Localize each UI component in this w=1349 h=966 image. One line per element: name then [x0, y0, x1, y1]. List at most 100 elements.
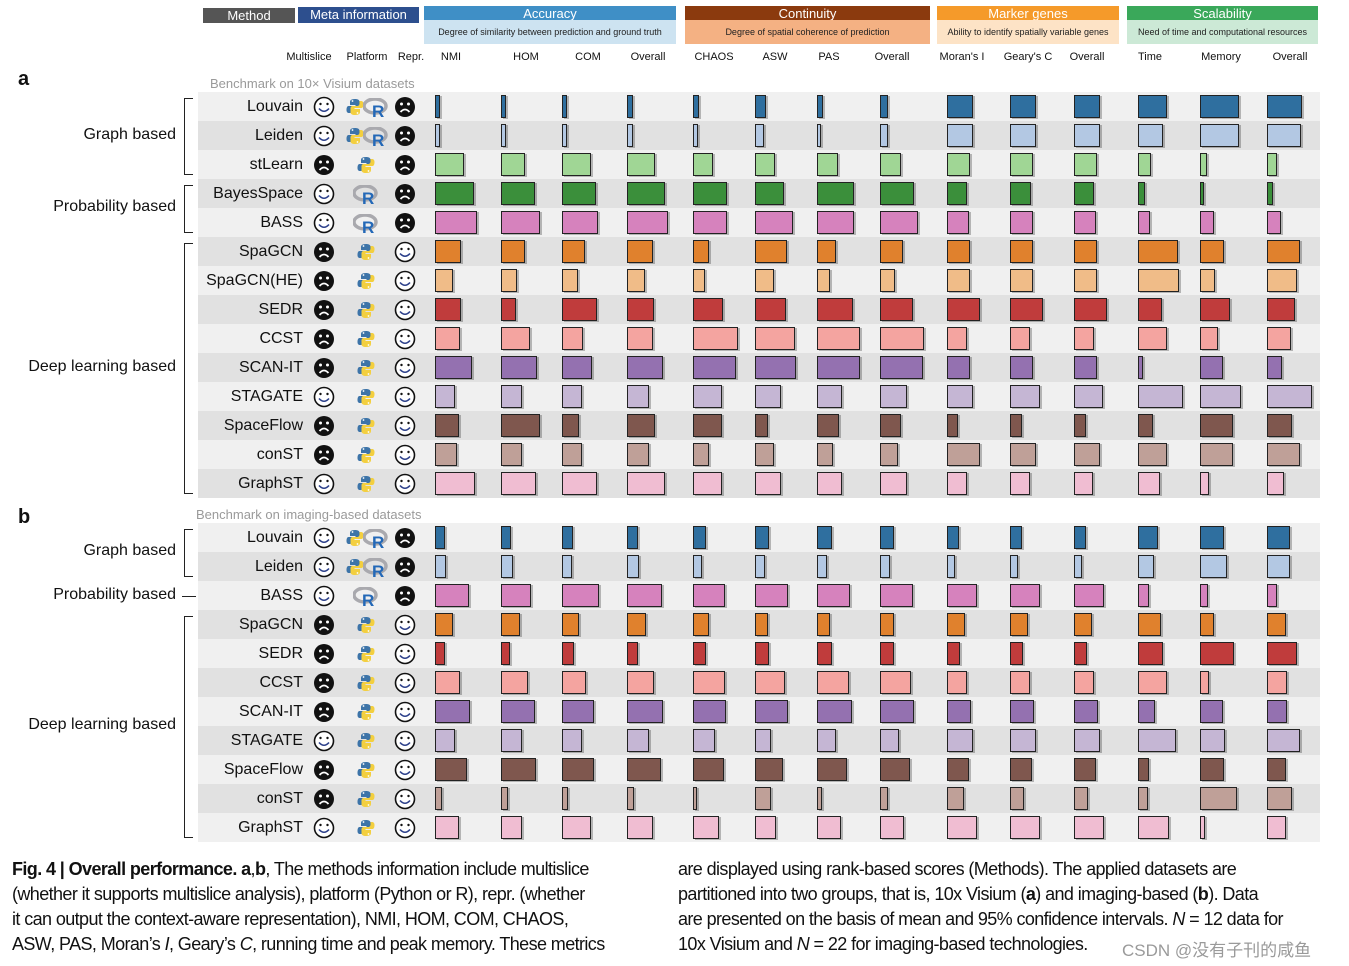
score-bar: [755, 269, 774, 292]
score-bar: [1200, 787, 1237, 810]
python-logo-icon: [357, 761, 375, 778]
score-bar: [501, 758, 536, 781]
python-logo-icon: [346, 127, 364, 144]
group-label: Graph based: [83, 125, 176, 143]
score-bar: [1074, 356, 1097, 379]
score-bar: [501, 240, 525, 263]
caption-text: partitioned into two groups, that is, 10…: [678, 884, 1026, 904]
score-bar: [1010, 269, 1033, 292]
score-bar: [817, 153, 838, 176]
panel-subtitle: Benchmark on 10× Visium datasets: [210, 76, 415, 91]
python-logo-icon: [357, 156, 375, 173]
score-bar: [435, 153, 464, 176]
method-name: Louvain: [246, 529, 303, 546]
score-bar: [627, 95, 633, 118]
score-bar: [1010, 555, 1018, 578]
python-logo-icon: [357, 645, 375, 662]
score-bar: [1074, 584, 1104, 607]
score-bar: [817, 298, 853, 321]
score-bar: [817, 356, 860, 379]
r-logo-icon: R: [363, 557, 388, 578]
score-bar: [817, 642, 832, 665]
score-bar: [1074, 153, 1097, 176]
score-bar: [627, 613, 646, 636]
score-bar: [501, 95, 506, 118]
python-logo-icon: [357, 674, 375, 691]
score-bar: [501, 787, 508, 810]
svg-text:R: R: [362, 218, 374, 234]
happy-face-icon: [394, 701, 416, 722]
happy-face-icon: [313, 386, 335, 407]
score-bar: [501, 729, 522, 752]
score-bar: [562, 327, 583, 350]
caption-text: (whether it supports multislice analysis…: [12, 884, 585, 904]
score-bar: [693, 153, 713, 176]
caption-text: ,: [250, 859, 256, 879]
score-bar: [755, 356, 796, 379]
score-bar: [562, 642, 574, 665]
score-bar: [755, 700, 788, 723]
score-bar: [693, 298, 723, 321]
panel-label: b: [18, 506, 31, 528]
score-bar: [1074, 526, 1086, 549]
score-bar: [1138, 671, 1167, 694]
score-bar: [693, 613, 709, 636]
score-bar: [562, 385, 582, 408]
score-bar: [562, 787, 568, 810]
score-bar: [501, 414, 540, 437]
score-bar: [693, 758, 724, 781]
score-bar: [435, 414, 459, 437]
score-bar: [693, 787, 697, 810]
happy-face-icon: [313, 183, 335, 204]
score-bar: [1138, 95, 1167, 118]
caption-line: (whether it supports multislice analysis…: [12, 882, 585, 907]
score-bar: [1200, 443, 1233, 466]
score-bar: [1138, 443, 1167, 466]
happy-face-icon: [394, 788, 416, 809]
score-bar: [947, 298, 980, 321]
caption-text: ASW, PAS, Moran’s: [12, 934, 165, 954]
score-bar: [1200, 124, 1239, 147]
score-bar: [1138, 613, 1161, 636]
score-bar: [501, 526, 511, 549]
score-bar: [1267, 385, 1312, 408]
metric-column-label: Time: [1137, 51, 1163, 63]
score-bar: [693, 642, 706, 665]
python-logo-icon: [357, 359, 375, 376]
method-name: STAGATE: [230, 732, 303, 749]
score-bar: [755, 327, 795, 350]
score-bar: [1267, 729, 1300, 752]
score-bar: [947, 526, 959, 549]
panel-label: a: [18, 68, 30, 90]
group-dash: [182, 595, 196, 597]
caption-line: it can output the context-aware represen…: [12, 907, 569, 932]
score-bar: [755, 472, 781, 495]
caption-text: C: [239, 934, 253, 954]
score-bar: [1200, 153, 1207, 176]
method-name: SpaGCN: [238, 616, 303, 633]
score-bar: [1267, 700, 1287, 723]
score-bar: [1200, 584, 1208, 607]
category-header: Continuity: [685, 6, 930, 21]
method-name: conST: [256, 790, 303, 807]
score-bar: [1267, 472, 1284, 495]
sad-face-icon: [395, 154, 415, 175]
score-bar: [1010, 816, 1040, 839]
score-bar: [501, 700, 535, 723]
score-bar: [562, 298, 597, 321]
score-bar: [501, 555, 513, 578]
score-bar: [1138, 153, 1151, 176]
score-bar: [435, 211, 477, 234]
score-bar: [501, 613, 520, 636]
score-bar: [562, 555, 572, 578]
happy-face-icon: [394, 357, 416, 378]
sad-face-icon: [395, 585, 415, 606]
method-name: stLearn: [249, 156, 303, 173]
score-bar: [1138, 758, 1149, 781]
score-bar: [1200, 182, 1204, 205]
score-bar: [1200, 95, 1239, 118]
happy-face-icon: [313, 556, 335, 577]
score-bar: [1074, 555, 1082, 578]
score-bar: [1200, 356, 1223, 379]
score-bar: [1010, 700, 1034, 723]
